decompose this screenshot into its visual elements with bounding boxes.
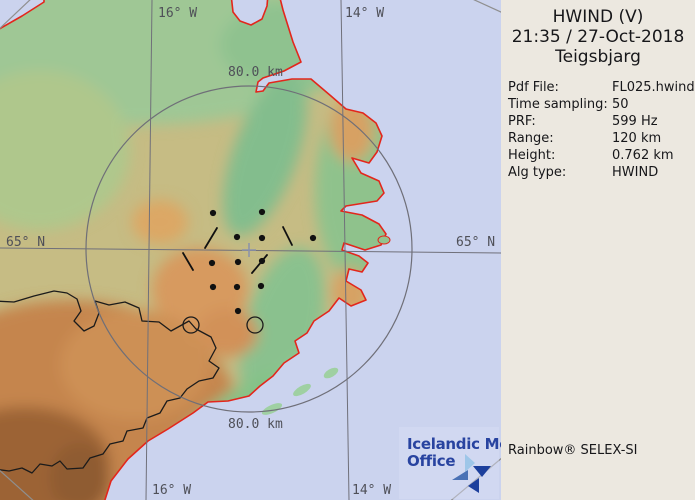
wind-dot	[257, 282, 265, 290]
elevation-contour-ring	[182, 316, 200, 334]
param-value: HWIND	[612, 165, 659, 180]
latitude-label-65n-left: 65° N	[6, 235, 46, 250]
param-row-pdf-file: Pdf File: FL025.hwind	[508, 79, 695, 96]
product-title: HWIND (V)	[552, 7, 644, 27]
topographic-map	[0, 0, 501, 500]
wind-stroke	[251, 254, 268, 274]
param-label: Time sampling:	[508, 97, 608, 112]
wind-dot	[233, 233, 241, 241]
software-brand-label: Rainbow® SELEX-SI	[508, 443, 638, 458]
met-office-logo-line2: Office	[407, 452, 456, 470]
product-info-panel: HWIND (V) 21:35 / 27-Oct-2018 Teigsbjarg…	[501, 0, 695, 500]
param-value: 50	[612, 97, 629, 112]
met-office-logo-line1: Icelandic Met	[407, 435, 516, 453]
param-row-alg-type: Alg type: HWIND	[508, 164, 692, 181]
wind-data-layer	[182, 208, 317, 315]
longitude-label-16w-bottom: 16° W	[152, 483, 192, 498]
param-row-height: Height: 0.762 km	[508, 147, 692, 164]
range-ring-label-top: 80.0 km	[228, 65, 283, 80]
wind-dot	[234, 307, 242, 315]
glacier-contour	[0, 290, 220, 474]
coastal-islets	[261, 235, 391, 415]
param-value: 599 Hz	[612, 114, 658, 129]
met-office-logo-pinwheel	[399, 427, 499, 499]
wind-dot	[258, 208, 266, 216]
wind-dot	[258, 234, 266, 242]
param-label: Alg type:	[508, 165, 567, 180]
longitude-label-14w-bottom: 14° W	[352, 483, 392, 498]
meridian-14w	[340, 0, 350, 500]
param-label: Height:	[508, 148, 556, 163]
wind-dot	[209, 209, 217, 217]
param-label: Range:	[508, 131, 554, 146]
param-row-prf: PRF: 599 Hz	[508, 113, 692, 130]
radar-map-canvas[interactable]: 16° W 14° W 16° W 14° W 65° N 65° N 80.0…	[0, 0, 516, 500]
wind-dot	[208, 259, 216, 267]
auxiliary-grid-lines	[0, 0, 501, 500]
elevation-contour-ring	[246, 316, 264, 334]
wind-stroke	[282, 226, 293, 246]
longitude-label-14w-top: 14° W	[345, 6, 385, 21]
latitude-label-65n-right: 65° N	[456, 235, 496, 250]
product-parameter-list: Pdf File: FL025.hwind Time sampling: 50 …	[501, 79, 695, 181]
wind-stroke	[182, 252, 194, 271]
radar-site-name: Teigsbjarg	[555, 47, 641, 67]
param-row-range: Range: 120 km	[508, 130, 692, 147]
wind-stroke	[204, 227, 218, 249]
param-row-time-sampling: Time sampling: 50	[508, 96, 692, 113]
param-label: Pdf File:	[508, 80, 559, 95]
wind-dot	[309, 234, 317, 242]
param-value: 0.762 km	[612, 148, 674, 163]
longitude-label-16w-top: 16° W	[158, 6, 198, 21]
wind-dot	[234, 258, 242, 266]
range-ring-80km	[85, 85, 413, 413]
coastline-path	[0, 0, 387, 500]
wind-dot	[233, 283, 241, 291]
meridian-16w	[145, 0, 153, 500]
wind-dot	[209, 283, 217, 291]
param-label: PRF:	[508, 114, 536, 129]
param-value: 120 km	[612, 131, 662, 146]
range-ring-label-bottom: 80.0 km	[228, 417, 283, 432]
param-value: FL025.hwind	[612, 80, 695, 95]
product-datetime: 21:35 / 27-Oct-2018	[511, 27, 685, 47]
